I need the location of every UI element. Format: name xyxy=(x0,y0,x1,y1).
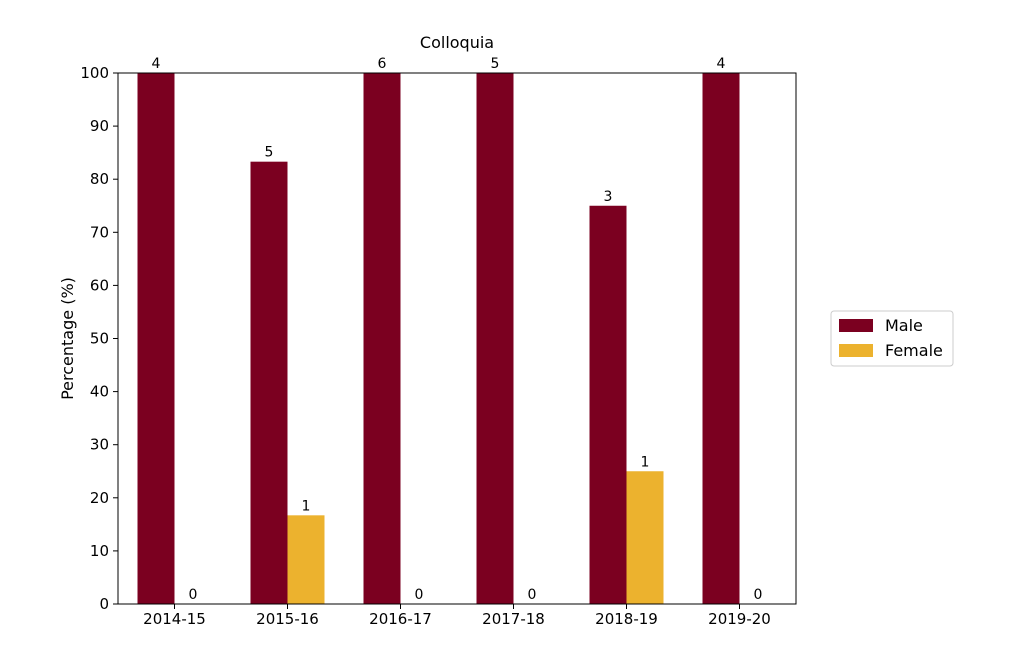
legend-label-female: Female xyxy=(885,341,943,360)
x-axis-ticks: 2014-15 2015-16 2016-17 2017-18 2018-19 2019-… xyxy=(143,604,771,628)
bar-female xyxy=(626,471,664,604)
bar-value-label: 4 xyxy=(152,56,161,72)
y-tick-label: 40 xyxy=(90,383,109,401)
legend-swatch-female xyxy=(839,344,873,357)
bar-value-label: 0 xyxy=(528,587,537,603)
bars xyxy=(137,73,740,604)
x-tick-label: 2015-16 xyxy=(256,610,319,628)
y-tick-label: 90 xyxy=(90,117,109,135)
bar-male xyxy=(363,73,401,604)
bar-value-label: 6 xyxy=(378,56,387,72)
x-tick-label: 2017-18 xyxy=(482,610,545,628)
y-tick-label: 70 xyxy=(90,223,109,241)
y-tick-label: 20 xyxy=(90,489,109,507)
bar-value-label: 3 xyxy=(604,189,613,205)
y-tick-label: 50 xyxy=(90,330,109,348)
bar-value-label: 0 xyxy=(415,587,424,603)
legend-label-male: Male xyxy=(885,316,923,335)
bar-male xyxy=(589,205,627,604)
y-axis-label: Percentage (%) xyxy=(58,277,77,400)
y-tick-label: 60 xyxy=(90,276,109,294)
x-tick-label: 2016-17 xyxy=(369,610,432,628)
x-tick-label: 2014-15 xyxy=(143,610,206,628)
y-tick-label: 100 xyxy=(80,64,109,82)
plot-frame xyxy=(117,72,797,605)
bar-male xyxy=(702,73,740,604)
bar-value-label: 5 xyxy=(265,145,274,161)
bar-value-label: 5 xyxy=(491,56,500,72)
bar-value-label: 1 xyxy=(641,454,650,470)
bar-value-label: 0 xyxy=(754,587,763,603)
bar-value-label: 1 xyxy=(302,498,311,514)
bar-female xyxy=(287,515,325,604)
bar-male xyxy=(250,161,288,604)
y-tick-label: 0 xyxy=(99,595,109,613)
chart-title: Colloquia xyxy=(420,33,494,52)
x-tick-label: 2019-20 xyxy=(708,610,771,628)
bar-male xyxy=(476,73,514,604)
y-tick-label: 10 xyxy=(90,542,109,560)
y-tick-label: 30 xyxy=(90,436,109,454)
bar-value-label: 4 xyxy=(717,56,726,72)
y-tick-label: 80 xyxy=(90,170,109,188)
x-tick-label: 2018-19 xyxy=(595,610,658,628)
bar-male xyxy=(137,73,175,604)
bar-labels: 4 0 5 1 6 0 5 0 3 1 4 0 xyxy=(152,56,763,603)
y-axis-ticks: 0 10 20 30 40 50 60 70 80 90 100 xyxy=(80,64,118,613)
bar-value-label: 0 xyxy=(189,587,198,603)
legend-swatch-male xyxy=(839,319,873,332)
legend: Male Female xyxy=(830,310,954,367)
